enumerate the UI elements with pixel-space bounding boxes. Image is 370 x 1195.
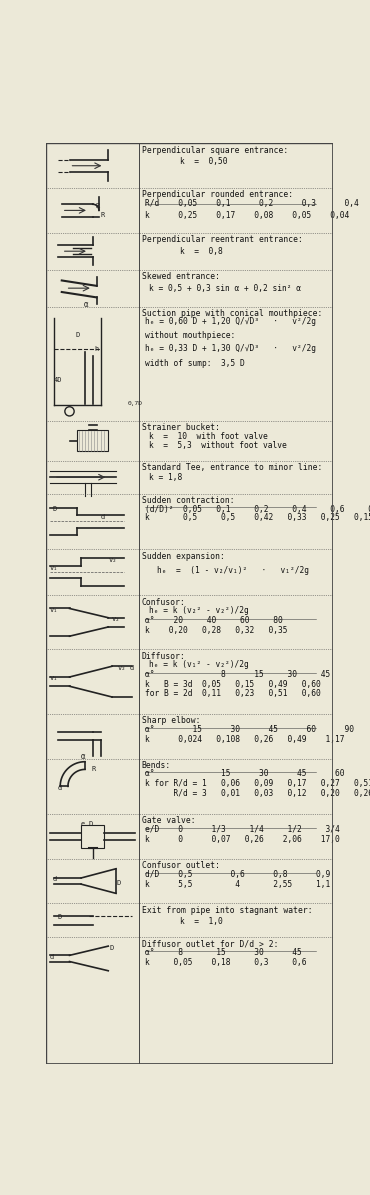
Text: Bends:: Bends: (142, 761, 171, 770)
Text: width of sump:  3,5 D: width of sump: 3,5 D (145, 358, 245, 368)
Text: d: d (101, 514, 105, 520)
Text: α°        15      30      45      60      90: α° 15 30 45 60 90 (145, 724, 354, 734)
Text: α: α (84, 300, 88, 308)
Text: v₁: v₁ (50, 564, 58, 570)
Bar (81, 825, 104, 848)
Text: d: d (53, 876, 57, 882)
Text: k    0,20   0,28   0,32   0,35: k 0,20 0,28 0,32 0,35 (145, 626, 288, 636)
Text: Confusor outlet:: Confusor outlet: (142, 862, 219, 870)
Text: α°              15      30      45      60      90: α° 15 30 45 60 90 (145, 770, 370, 778)
Text: hₑ = 0,60 D + 1,20 Q/√D³   ·   v²/2g: hₑ = 0,60 D + 1,20 Q/√D³ · v²/2g (145, 318, 316, 326)
Text: (d/D)²  0,05   0,1     0,2     0,4     0,6     0,8: (d/D)² 0,05 0,1 0,2 0,4 0,6 0,8 (145, 504, 370, 514)
Text: hₑ = k (v₁² - v₂²)/2g: hₑ = k (v₁² - v₂²)/2g (149, 660, 249, 669)
Text: e: e (80, 821, 85, 827)
Text: without mouthpiece:: without mouthpiece: (145, 331, 236, 341)
Text: Confusor:: Confusor: (142, 598, 185, 607)
Text: k for R/d = 1   0,06   0,09   0,17   0,27   0,51: k for R/d = 1 0,06 0,09 0,17 0,27 0,51 (145, 779, 370, 789)
Text: Perpendicular rounded entrance:: Perpendicular rounded entrance: (142, 190, 293, 200)
Text: k      0      0,07   0,26    2,06    17,0: k 0 0,07 0,26 2,06 17,0 (145, 835, 340, 844)
Text: k = 1,8: k = 1,8 (149, 473, 182, 482)
Text: α°              8      15     30     45: α° 8 15 30 45 (145, 670, 331, 679)
Text: D: D (53, 505, 57, 513)
Text: k  =  10  with foot valve: k = 10 with foot valve (149, 433, 268, 441)
Text: 0,7D: 0,7D (128, 402, 142, 406)
Text: d: d (58, 785, 62, 791)
Text: α°     8       15      30      45: α° 8 15 30 45 (145, 948, 302, 957)
Text: Sudden expansion:: Sudden expansion: (142, 552, 225, 560)
Text: D: D (88, 821, 92, 827)
Text: k      0,25    0,17    0,08    0,05    0,04: k 0,25 0,17 0,08 0,05 0,04 (145, 212, 350, 220)
Text: k       0,5     0,5    0,42   0,33   0,25   0,15: k 0,5 0,5 0,42 0,33 0,25 0,15 (145, 513, 370, 522)
Text: v₁: v₁ (50, 607, 58, 613)
Text: Exit from pipe into stagnant water:: Exit from pipe into stagnant water: (142, 906, 312, 914)
Text: R: R (95, 203, 99, 209)
Text: for B = 2d  0,11   0,23   0,51   0,60: for B = 2d 0,11 0,23 0,51 0,60 (145, 690, 321, 698)
Text: Standard Tee, entrance to minor line:: Standard Tee, entrance to minor line: (142, 462, 322, 472)
Text: v₂: v₂ (108, 557, 117, 563)
Text: k  =  5,3  without foot valve: k = 5,3 without foot valve (149, 441, 287, 451)
Text: Skewed entrance:: Skewed entrance: (142, 272, 219, 281)
Bar (77, 430, 108, 452)
Text: Sudden contraction:: Sudden contraction: (142, 496, 234, 505)
Text: k      5,5         4       2,55     1,1: k 5,5 4 2,55 1,1 (145, 880, 331, 889)
Text: d: d (130, 664, 134, 670)
Text: D: D (110, 944, 114, 950)
Text: α°    20     40     60     80: α° 20 40 60 80 (145, 617, 283, 625)
Text: v₂: v₂ (118, 664, 126, 670)
Text: Diffusor outlet for D/d > 2:: Diffusor outlet for D/d > 2: (142, 939, 278, 949)
Text: D: D (117, 880, 121, 885)
Text: h: h (94, 347, 98, 353)
Text: Perpendicular reentrant entrance:: Perpendicular reentrant entrance: (142, 235, 302, 244)
Text: d: d (50, 954, 54, 960)
Text: D: D (76, 332, 80, 338)
Text: R/d    0,05    0,1      0,2      0,3      0,4: R/d 0,05 0,1 0,2 0,3 0,4 (145, 198, 359, 208)
Text: 4D: 4D (54, 376, 63, 382)
Text: e/D    0      1/3     1/4     1/2     3/4: e/D 0 1/3 1/4 1/2 3/4 (145, 825, 340, 834)
Text: hₑ  =  (1 - v₂/v₁)²   ·   v₁²/2g: hₑ = (1 - v₂/v₁)² · v₁²/2g (157, 566, 309, 575)
Text: k = 0,5 + 0,3 sin α + 0,2 sin² α: k = 0,5 + 0,3 sin α + 0,2 sin² α (149, 283, 301, 293)
Text: Gate valve:: Gate valve: (142, 816, 195, 826)
Text: α: α (81, 752, 86, 761)
Text: R: R (101, 212, 105, 217)
Text: Sharp elbow:: Sharp elbow: (142, 716, 200, 725)
Text: v₁: v₁ (50, 675, 58, 681)
Text: k     0,05    0,18     0,3     0,6: k 0,05 0,18 0,3 0,6 (145, 958, 307, 967)
Text: d/D    0,5        0,6      0,8      0,9: d/D 0,5 0,6 0,8 0,9 (145, 870, 331, 878)
Text: k      0,024   0,108   0,26   0,49    1,17: k 0,024 0,108 0,26 0,49 1,17 (145, 735, 345, 743)
Text: R/d = 3   0,01   0,03   0,12   0,20   0,26: R/d = 3 0,01 0,03 0,12 0,20 0,26 (145, 789, 370, 797)
Text: k  =  1,0: k = 1,0 (180, 918, 223, 926)
Text: k   B = 3d  0,05   0,15   0,49   0,60: k B = 3d 0,05 0,15 0,49 0,60 (145, 680, 321, 690)
Text: Diffusor:: Diffusor: (142, 651, 185, 661)
Text: R: R (91, 766, 95, 772)
Text: D: D (58, 914, 62, 920)
Text: Perpendicular square entrance:: Perpendicular square entrance: (142, 146, 288, 154)
Text: k  =  0,8: k = 0,8 (180, 246, 223, 256)
Text: v₂: v₂ (112, 617, 121, 623)
Text: hₑ = 0,33 D + 1,30 Q/√D³   ·   v²/2g: hₑ = 0,33 D + 1,30 Q/√D³ · v²/2g (145, 344, 316, 353)
Text: hₑ = k (v₂² - v₂²)/2g: hₑ = k (v₂² - v₂²)/2g (149, 606, 249, 615)
Text: k  =  0,50: k = 0,50 (180, 158, 228, 166)
Text: Suction pipe with conical mouthpiece:: Suction pipe with conical mouthpiece: (142, 310, 322, 318)
Text: Strainer bucket:: Strainer bucket: (142, 423, 219, 431)
